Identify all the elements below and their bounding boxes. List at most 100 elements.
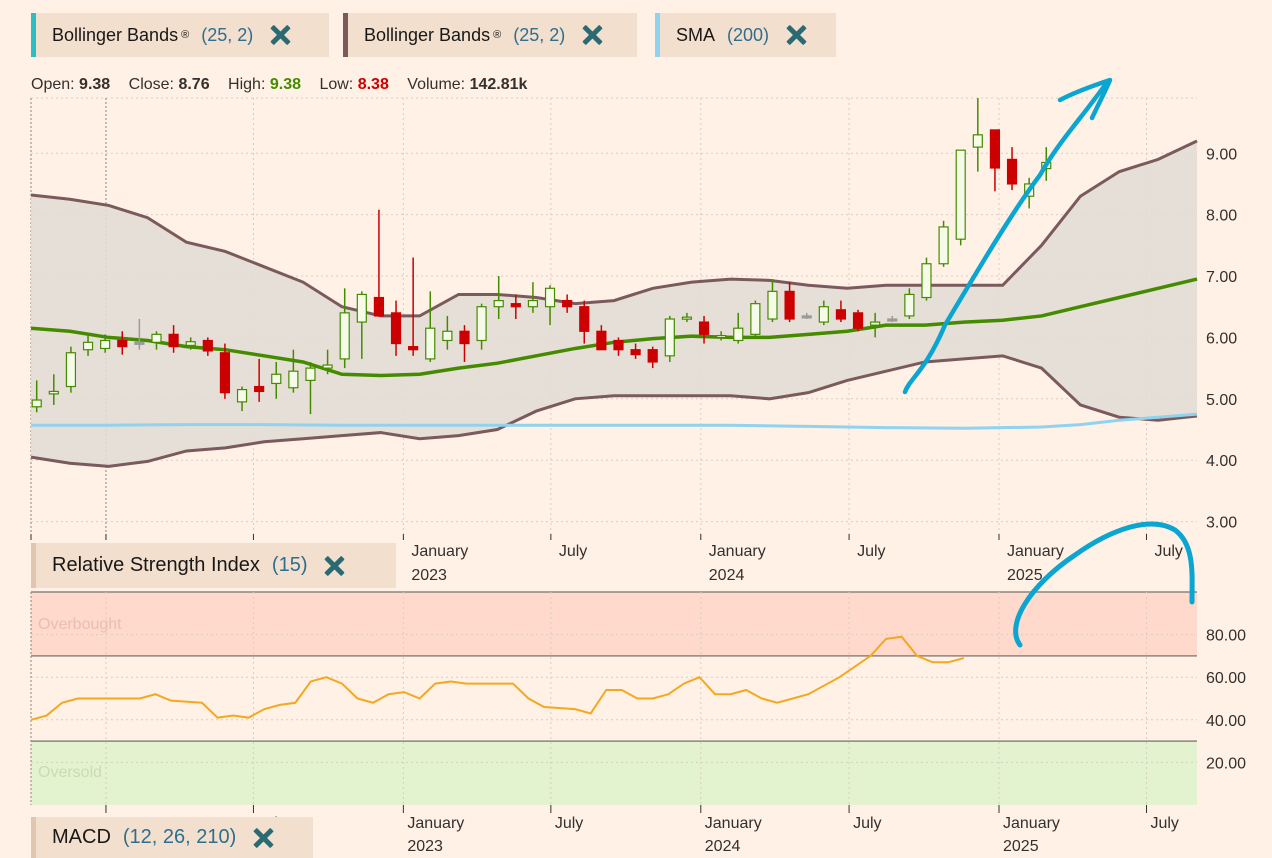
candle [65,346,77,393]
candle-body [288,370,299,389]
open-value: 9.38 [79,76,111,93]
close-icon[interactable] [252,827,274,849]
price-y-tick-label: 3.00 [1206,515,1237,532]
indicator-chip-bollinger-2[interactable]: Bollinger Bands ® (25, 2) [343,13,637,57]
candle [1006,147,1018,191]
candle-body [938,226,949,265]
indicator-color-swatch [31,543,36,588]
oversold-zone [31,741,1197,805]
candle [134,319,145,350]
candle-body [373,296,385,317]
candle [202,337,213,356]
candle [100,334,111,353]
rsi-y-tick-label: 20.00 [1206,755,1246,772]
candle [48,374,59,405]
high-value: 9.38 [269,76,301,93]
candle-body [82,341,94,351]
candle [630,343,641,359]
candle-body [219,352,231,394]
candle-body [647,349,658,363]
registered-mark: ® [493,29,502,41]
candle-body [339,312,350,360]
candle [236,386,248,412]
candle-body [390,312,402,345]
ohlc-readout: Open: 9.38 Close: 8.76 High: 9.38 Low: 8… [31,76,541,94]
price-time-tick-label: July [559,543,587,560]
macd-time-tick-label: 2025 [1003,838,1039,855]
oversold-label: Oversold [38,764,102,781]
candle [647,346,658,369]
indicator-color-swatch [343,13,348,57]
rsi-y-tick-label: 80.00 [1206,628,1246,645]
candle [801,312,812,319]
candle [288,349,299,393]
annotation-arrow-stroke [902,82,1108,395]
candle-body [442,330,453,342]
indicator-name: Relative Strength Index [52,554,260,576]
candle-body [254,385,265,393]
candle-body [972,134,983,148]
candle-body [904,293,915,317]
candle-body [664,318,675,357]
candle [835,300,847,323]
candle-body [870,321,881,326]
price-time-tick-label: January [1007,543,1064,560]
indicator-chip-sma[interactable]: SMA (200) [655,13,836,57]
low-value: 8.38 [357,76,389,93]
candle [322,349,333,375]
bollinger-upper-line [30,139,1198,318]
candle-body [887,318,898,322]
indicator-name: Bollinger Bands [52,24,179,45]
candle [972,98,983,172]
candle-body [493,299,504,308]
candle-body [852,312,864,329]
indicator-chip-bollinger-1[interactable]: Bollinger Bands ® (25, 2) [31,13,329,57]
candle-body [681,316,693,320]
volume-label: Volume: [407,76,466,93]
candle [219,343,231,399]
indicator-params: (200) [727,24,770,45]
price-y-tick-label: 6.00 [1206,330,1237,347]
annotation-arrow-head [1057,77,1113,121]
candle [579,300,590,344]
close-icon[interactable] [323,555,345,577]
indicator-params: (25, 2) [513,24,566,45]
candle [750,300,761,338]
candle-body [151,333,162,343]
candle-body [48,390,59,395]
rsi-line [30,635,965,721]
candle [476,303,487,350]
candle [339,288,350,369]
candle [271,361,282,399]
price-time-tick-label: 2023 [411,567,447,584]
candle [989,129,1001,192]
indicator-chip-rsi[interactable]: Relative Strength Index (15) [31,543,396,588]
candle-body [767,290,778,320]
candle-body [305,367,316,381]
indicator-name: MACD [52,826,111,848]
price-time-tick-label: 2024 [709,567,745,584]
price-y-tick-label: 7.00 [1206,269,1237,286]
candle-body [630,349,641,356]
candle-body [117,339,128,348]
candle [716,331,727,341]
price-y-tick-label: 9.00 [1206,146,1237,163]
candle-body [750,303,761,335]
candle [664,315,675,362]
candle [168,325,179,353]
candle-body [185,341,196,346]
macd-time-tick-label: July [555,815,583,832]
price-time-tick-label: 2025 [1007,567,1043,584]
candle-body [544,287,556,308]
candle [185,337,196,350]
indicator-chip-macd[interactable]: MACD (12, 26, 210) [31,817,313,858]
candle [544,285,556,326]
candle-body [1006,158,1018,185]
price-time-tick-label: July [1154,543,1182,560]
close-value: 8.76 [178,76,210,93]
macd-time-tick-label: 2023 [407,838,443,855]
candle [596,325,607,351]
candle [356,291,367,359]
indicator-color-swatch [31,13,36,57]
